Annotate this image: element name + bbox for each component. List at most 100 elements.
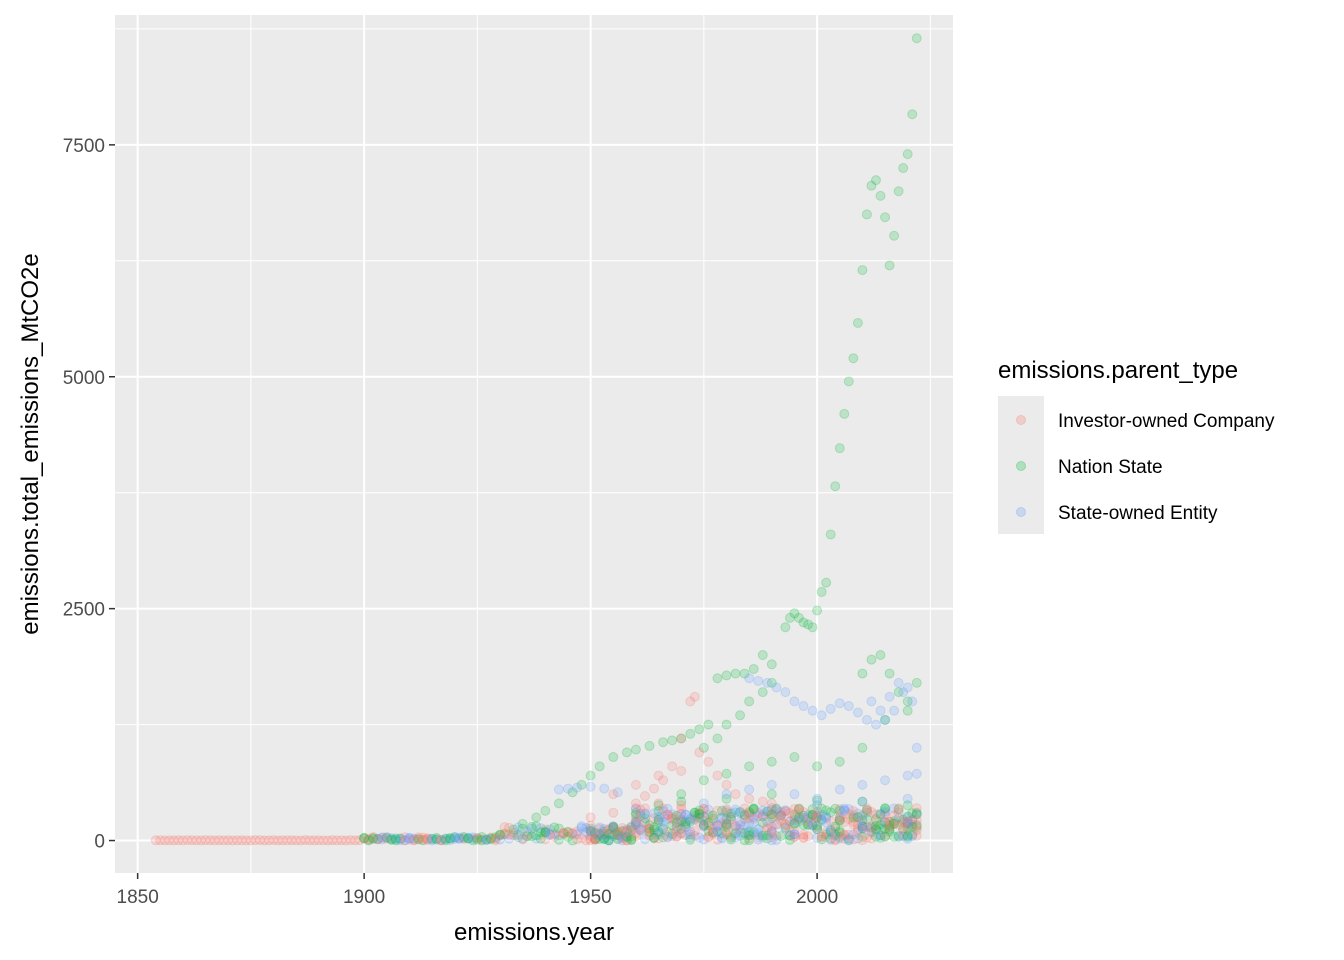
data-point <box>562 783 573 794</box>
data-point <box>676 816 687 827</box>
data-point <box>870 831 881 842</box>
data-point <box>712 834 723 845</box>
data-point <box>744 812 755 823</box>
data-point <box>884 668 895 679</box>
data-point <box>880 806 891 817</box>
data-point <box>599 833 610 844</box>
data-point <box>857 831 868 842</box>
data-point <box>771 803 782 814</box>
data-point <box>431 832 442 843</box>
data-point <box>852 317 863 328</box>
data-point <box>698 819 709 830</box>
data-point <box>875 190 886 201</box>
data-point <box>780 806 791 817</box>
data-point <box>644 824 655 835</box>
data-point <box>730 828 741 839</box>
data-point <box>812 832 823 843</box>
data-point <box>490 835 501 846</box>
data-point <box>562 827 573 838</box>
data-point <box>368 831 379 842</box>
data-point <box>630 819 641 830</box>
data-point <box>902 831 913 842</box>
data-point <box>685 834 696 845</box>
data-point <box>581 822 592 833</box>
x-tick-label: 1950 <box>569 887 611 908</box>
data-point <box>825 816 836 827</box>
data-point <box>712 820 723 831</box>
data-point <box>843 833 854 844</box>
data-point <box>689 810 700 821</box>
data-point <box>848 819 859 830</box>
data-point <box>771 806 782 817</box>
legend: emissions.parent_type Investor-owned Com… <box>998 357 1275 534</box>
data-point <box>635 810 646 821</box>
data-point <box>680 818 691 829</box>
data-point <box>635 822 646 833</box>
data-point <box>789 809 800 820</box>
data-point <box>572 826 583 837</box>
data-point <box>798 829 809 840</box>
data-point <box>653 829 664 840</box>
data-point <box>187 835 198 846</box>
data-point <box>816 814 827 825</box>
data-point <box>744 835 755 846</box>
data-point <box>689 814 700 825</box>
data-point <box>481 834 492 845</box>
data-point <box>798 832 809 842</box>
data-point <box>757 805 768 816</box>
data-point <box>440 835 451 846</box>
data-point <box>821 827 832 838</box>
data-point <box>911 819 922 830</box>
data-point <box>907 815 918 826</box>
data-point <box>667 735 678 746</box>
data-point <box>594 823 605 834</box>
data-point <box>870 824 881 835</box>
data-point <box>784 612 795 623</box>
data-point <box>816 831 827 842</box>
data-point <box>368 833 379 844</box>
data-point <box>762 833 773 844</box>
data-point <box>852 819 863 830</box>
data-point <box>721 793 732 804</box>
data-point <box>744 830 755 841</box>
data-point <box>617 835 628 846</box>
data-point <box>608 789 619 800</box>
data-point <box>839 817 850 828</box>
data-point <box>889 816 900 827</box>
data-point <box>599 783 610 794</box>
data-point <box>694 805 705 816</box>
data-point <box>843 829 854 840</box>
data-point <box>445 835 456 846</box>
data-point <box>766 756 777 767</box>
data-point <box>716 812 727 823</box>
data-point <box>902 793 913 804</box>
data-point <box>848 810 859 821</box>
data-point <box>821 577 832 588</box>
data-point <box>209 835 220 846</box>
data-point <box>721 814 732 825</box>
data-point <box>653 798 664 809</box>
data-point <box>843 804 854 815</box>
data-point <box>553 830 564 841</box>
data-point <box>467 835 478 846</box>
data-point <box>341 835 352 846</box>
data-point <box>173 835 184 846</box>
data-point <box>377 834 388 845</box>
data-point <box>911 830 922 841</box>
data-point <box>422 834 433 845</box>
data-point <box>857 820 868 831</box>
data-point <box>440 833 451 844</box>
data-point <box>812 810 823 821</box>
data-point <box>644 830 655 841</box>
data-point <box>766 779 777 790</box>
data-point <box>617 831 628 842</box>
data-point <box>703 809 714 820</box>
data-point <box>902 824 913 835</box>
data-point <box>880 714 891 725</box>
data-point <box>789 803 800 814</box>
data-point <box>834 698 845 709</box>
data-point <box>875 823 886 834</box>
data-point <box>639 813 650 824</box>
data-point <box>517 823 528 834</box>
data-point <box>363 835 374 846</box>
